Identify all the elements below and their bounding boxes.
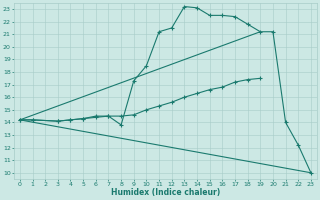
X-axis label: Humidex (Indice chaleur): Humidex (Indice chaleur) <box>111 188 220 197</box>
